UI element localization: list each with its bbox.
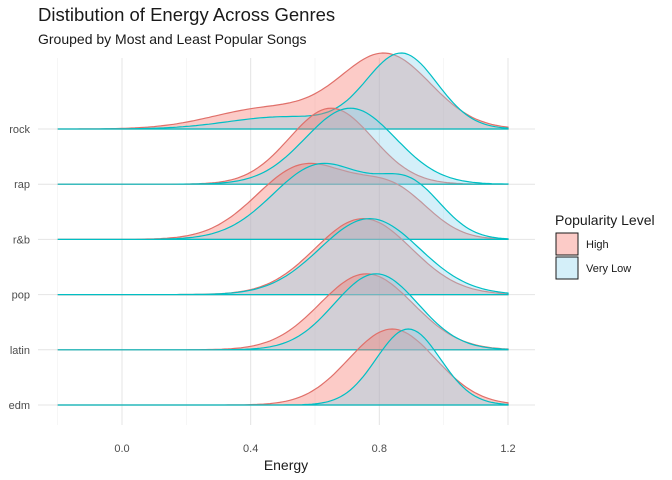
x-axis-title: Energy: [264, 457, 308, 473]
legend-label-very-low: Very Low: [586, 263, 631, 275]
ridge-rb-very-low: [57, 162, 509, 240]
x-axis: 0.0 0.4 0.8 1.2: [114, 443, 515, 455]
ridge-rap-very-low: [57, 107, 509, 185]
plot-area: [57, 52, 509, 406]
legend-key-very-low: [555, 256, 579, 280]
x-tick-label: 0.0: [114, 443, 129, 455]
ridge-latin-very-low: [57, 273, 509, 351]
ridge-pop-very-low: [57, 217, 509, 296]
ridge-rock-high: [57, 52, 509, 130]
chart-subtitle: Grouped by Most and Least Popular Songs: [38, 31, 307, 47]
y-tick-label-rock: rock: [9, 124, 30, 136]
x-tick-label: 1.2: [500, 443, 515, 455]
ridge-edm-very-low: [57, 328, 509, 406]
y-tick-label-pop: pop: [12, 290, 30, 302]
y-tick-label-rap: rap: [14, 179, 30, 191]
ridge-rock-very-low: [57, 52, 509, 130]
y-tick-label-edm: edm: [9, 400, 30, 412]
legend-key-high: [555, 232, 579, 256]
y-tick-label-rb: r&b: [13, 234, 30, 246]
legend-title: Popularity Level: [555, 212, 655, 228]
legend-label-high: High: [586, 239, 609, 251]
y-axis: rock rap r&b pop latin edm: [9, 124, 31, 412]
chart-title: Distibution of Energy Across Genres: [38, 4, 335, 25]
legend: Popularity Level High Very Low: [555, 212, 655, 280]
x-tick-label: 0.4: [243, 443, 258, 455]
y-tick-label-latin: latin: [10, 345, 30, 357]
x-tick-label: 0.8: [372, 443, 387, 455]
